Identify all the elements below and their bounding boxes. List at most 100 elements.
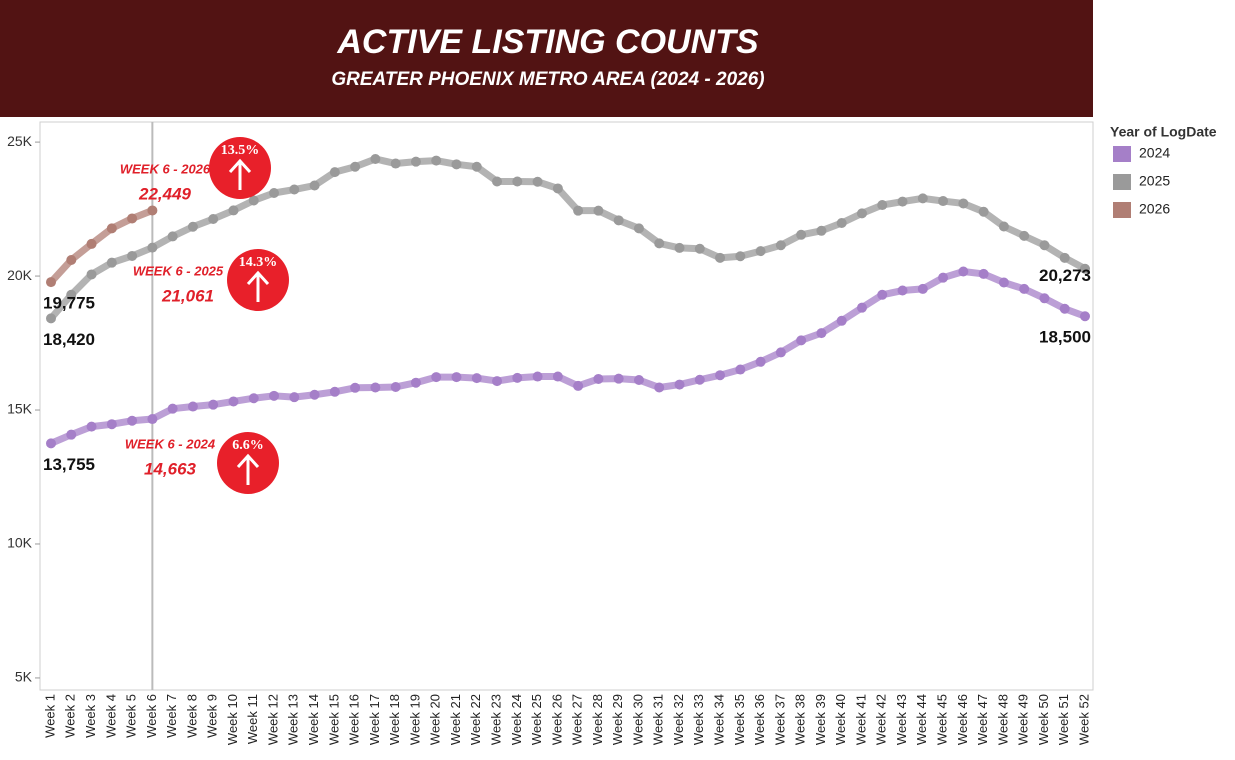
data-point	[593, 373, 604, 384]
data-point	[978, 268, 989, 279]
data-point	[532, 371, 543, 382]
data-point	[370, 153, 381, 164]
x-tick-label: Week 6	[144, 694, 159, 738]
annotation-value: 22,449	[138, 184, 192, 203]
data-point	[167, 231, 178, 242]
data-point	[654, 382, 665, 393]
data-point	[856, 208, 867, 219]
data-point	[796, 335, 807, 346]
data-point	[106, 419, 117, 430]
data-point	[289, 392, 300, 403]
y-tick-label: 25K	[7, 133, 33, 149]
data-point	[228, 205, 239, 216]
data-point	[816, 225, 827, 236]
x-tick-label: Week 32	[671, 694, 686, 745]
data-point	[897, 196, 908, 207]
x-tick-label: Week 21	[448, 694, 463, 745]
data-point	[512, 372, 523, 383]
data-point	[897, 285, 908, 296]
x-tick-label: Week 25	[529, 694, 544, 745]
data-point	[674, 242, 685, 253]
legend-label: 2026	[1139, 201, 1170, 217]
data-point	[573, 205, 584, 216]
data-point	[958, 198, 969, 209]
x-tick-label: Week 2	[63, 694, 78, 738]
data-point	[1039, 293, 1050, 304]
data-point	[836, 315, 847, 326]
data-point	[66, 254, 77, 265]
data-point	[106, 223, 117, 234]
x-tick-label: Week 26	[549, 694, 564, 745]
series-line	[47, 268, 1089, 447]
data-point	[471, 161, 482, 172]
data-point	[1019, 230, 1030, 241]
data-point	[775, 240, 786, 251]
data-point	[46, 438, 56, 449]
data-point	[1039, 240, 1050, 251]
data-point	[471, 373, 482, 384]
data-point	[552, 371, 563, 382]
value-label: 13,755	[43, 455, 95, 474]
data-point	[167, 403, 178, 414]
annotation-label: WEEK 6 - 2026	[120, 161, 211, 176]
arrow-head	[246, 270, 270, 286]
x-tick-label: Week 5	[124, 694, 139, 738]
data-point	[127, 250, 138, 261]
data-point	[755, 356, 766, 367]
data-point	[674, 379, 685, 390]
data-point	[836, 218, 847, 229]
data-point	[1059, 252, 1070, 263]
x-tick-label: Week 14	[306, 694, 321, 745]
data-point	[350, 382, 361, 393]
data-point	[431, 372, 442, 383]
x-tick-label: Week 22	[468, 694, 483, 745]
y-tick-label: 15K	[7, 401, 33, 417]
x-tick-label: Week 34	[711, 694, 726, 745]
x-tick-label: Week 43	[894, 694, 909, 745]
data-point	[1059, 303, 1070, 314]
data-point	[248, 195, 259, 206]
legend-title: Year of LogDate	[1110, 124, 1217, 140]
x-tick-label: Week 17	[367, 694, 382, 745]
x-tick-label: Week 16	[347, 694, 362, 745]
x-tick-label: Week 36	[752, 694, 767, 745]
chart-subtitle: GREATER PHOENIX METRO AREA (2024 - 2026)	[331, 69, 764, 90]
x-tick-label: Week 4	[103, 694, 118, 738]
y-tick-label: 5K	[15, 669, 33, 685]
data-point	[350, 161, 361, 172]
x-tick-label: Week 35	[732, 694, 747, 745]
data-point	[208, 399, 219, 410]
x-tick-label: Week 31	[651, 694, 666, 745]
legend-label: 2024	[1139, 145, 1170, 161]
data-point	[654, 238, 665, 249]
data-point	[451, 159, 462, 170]
y-tick-label: 10K	[7, 535, 33, 551]
x-tick-label: Week 33	[691, 694, 706, 745]
x-tick-label: Week 41	[853, 694, 868, 745]
data-point	[796, 229, 807, 240]
x-tick-label: Week 49	[1016, 694, 1031, 745]
data-point	[735, 251, 746, 262]
x-tick-label: Week 42	[874, 694, 889, 745]
data-point	[958, 266, 969, 277]
data-point	[613, 215, 624, 226]
x-tick-label: Week 44	[914, 694, 929, 745]
x-tick-label: Week 47	[975, 694, 990, 745]
data-point	[451, 372, 462, 383]
data-point	[715, 252, 726, 263]
data-point	[86, 421, 97, 432]
data-point	[593, 205, 604, 216]
data-point	[390, 381, 401, 392]
x-tick-label: Week 28	[590, 694, 605, 745]
change-label: 6.6%	[232, 438, 264, 453]
data-point	[269, 390, 280, 401]
value-label: 18,420	[43, 330, 95, 349]
data-point	[998, 277, 1009, 288]
data-point	[370, 382, 381, 393]
x-tick-label: Week 23	[488, 694, 503, 745]
legend-swatch	[1113, 174, 1131, 190]
data-point	[978, 206, 989, 217]
data-point	[187, 221, 198, 232]
arrow-head	[228, 158, 252, 174]
